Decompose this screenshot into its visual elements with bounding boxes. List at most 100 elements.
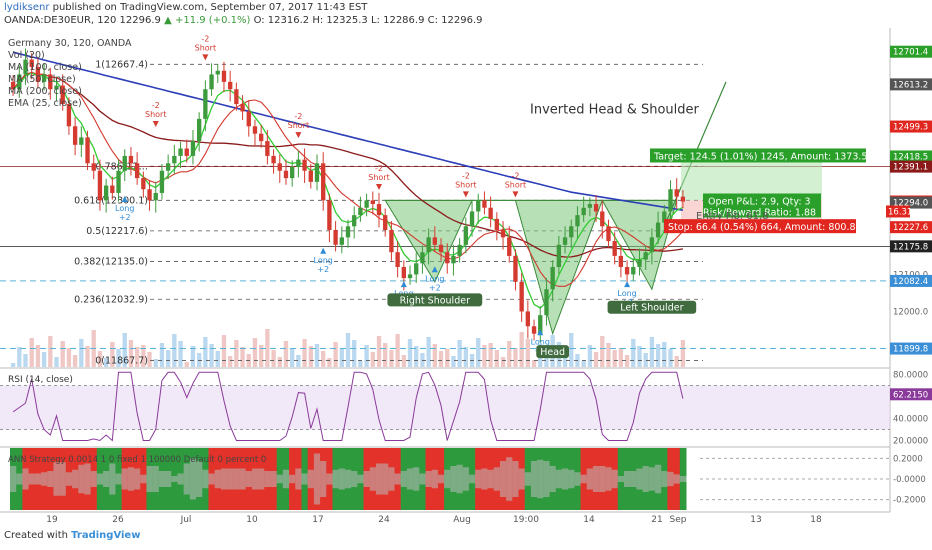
volume-bar	[674, 356, 679, 367]
volume-bar	[209, 344, 214, 367]
candle-body	[469, 211, 475, 227]
rsi-title: RSI (14, close)	[8, 375, 73, 385]
pattern-label-box	[536, 345, 570, 359]
rsi-tick-label: 80.0000	[893, 371, 928, 381]
volume-bar	[581, 361, 586, 367]
candle-body	[234, 89, 239, 105]
signal-label: Long	[115, 204, 134, 213]
pattern-label: Head	[540, 347, 565, 358]
candle-body	[420, 252, 425, 264]
time-tick-label: 24	[378, 515, 390, 525]
candle-body	[23, 59, 28, 75]
volume-bar	[29, 338, 34, 367]
volume-bar	[72, 355, 78, 367]
volume-bar	[376, 336, 382, 367]
indicator-item[interactable]: MA (50, close)	[8, 74, 76, 85]
indicator-item[interactable]: MA (200, close)	[8, 86, 82, 97]
candle-body	[562, 237, 568, 245]
ann-value-bar	[208, 473, 216, 485]
ann-value-bar	[96, 473, 104, 485]
indicator-item[interactable]: EMA (25, close)	[8, 98, 82, 109]
price-tick-label: 11899.8	[893, 345, 928, 355]
volume-bar	[97, 351, 103, 367]
ann-value-bar	[450, 466, 458, 492]
volume-bar	[271, 350, 276, 367]
ann-value-bar	[530, 461, 538, 497]
price-tick-label: 12227.6	[893, 223, 928, 233]
username[interactable]: lydiksenr	[4, 2, 50, 13]
candle-body	[587, 204, 593, 208]
volume-bar	[383, 343, 388, 367]
candle-body	[97, 170, 103, 201]
volume-bar	[302, 339, 307, 367]
indicator-item[interactable]: Germany 30, 120, OANDA	[8, 38, 132, 49]
ann-value-bar	[456, 464, 464, 494]
candle-body	[178, 148, 183, 156]
price-tag	[890, 120, 932, 133]
signal-label: Long	[314, 256, 333, 265]
time-tick-label: 13	[750, 515, 761, 525]
volume-bar	[159, 343, 165, 367]
signal-count: +2	[119, 213, 131, 222]
candle-body	[116, 170, 121, 193]
volume-bar	[196, 353, 202, 367]
chart-background	[0, 28, 932, 528]
long-arrow-icon	[624, 281, 631, 288]
indicator-item[interactable]: MA (100, close)	[8, 62, 82, 73]
candle-body	[79, 137, 84, 145]
long-arrow-icon	[400, 281, 407, 288]
candle-body	[569, 226, 574, 238]
long-arrow-icon	[320, 247, 327, 254]
price-tick-label: 12000.0	[893, 307, 928, 317]
ann-value-bar	[183, 463, 191, 495]
published-text: published on TradingView.com, September …	[52, 2, 368, 13]
volume-bar	[519, 332, 524, 367]
risk-reward-label: Risk/Reward Ratio: 1.88	[703, 207, 816, 218]
ann-value-bar	[636, 468, 644, 490]
volume-bar	[277, 357, 282, 367]
ann-value-bar	[555, 469, 563, 489]
ann-tick-label: -0.0000	[893, 475, 926, 485]
ann-value-bar	[10, 466, 17, 492]
time-tick-label: 21	[651, 515, 662, 525]
price-tag	[890, 221, 932, 234]
tradingview-logo[interactable]: TradingView	[71, 530, 141, 541]
ann-value-bar	[115, 473, 123, 485]
volume-bar	[66, 348, 72, 367]
ann-value-bar	[34, 473, 42, 485]
ann-value-bar	[47, 471, 54, 487]
candle-body	[655, 222, 661, 238]
candle-body	[333, 229, 338, 245]
candle-body	[345, 226, 351, 238]
short-arrow-icon	[295, 132, 302, 139]
ann-value-bar	[220, 468, 228, 490]
candle-body	[159, 170, 165, 193]
candle-body	[662, 211, 667, 223]
price-tag	[890, 45, 932, 58]
ann-value-bar	[630, 471, 637, 487]
candle-body	[376, 204, 382, 216]
time-tick-label: Aug	[453, 515, 471, 525]
volume-bar	[103, 358, 109, 367]
ann-value-bar	[264, 471, 271, 487]
indicator-item[interactable]: Vol (20)	[8, 50, 45, 61]
low-price: L: 12286.9	[370, 15, 425, 26]
candle-body	[643, 252, 648, 260]
volume-bar	[290, 348, 295, 367]
candle-body	[618, 255, 624, 268]
candle-body	[54, 85, 59, 90]
long-arrow-icon	[537, 329, 544, 336]
time-tick-label: Sep	[670, 515, 687, 525]
candle-body	[463, 226, 469, 245]
signal-label: Long	[531, 337, 550, 346]
ann-value-bar	[53, 462, 61, 496]
ann-value-bar	[146, 466, 154, 492]
signal-count: +2	[317, 265, 329, 274]
price-tick-label: 12701.4	[893, 48, 928, 58]
candle-body	[513, 255, 518, 282]
chart-area[interactable]: 1(12667.4)0.786(12…0.618(12300.1)0.5(122…	[0, 28, 932, 528]
candle-body	[575, 215, 580, 227]
signal-count: -2	[152, 101, 160, 110]
ann-value-bar	[661, 471, 668, 487]
candle-body	[72, 126, 78, 145]
